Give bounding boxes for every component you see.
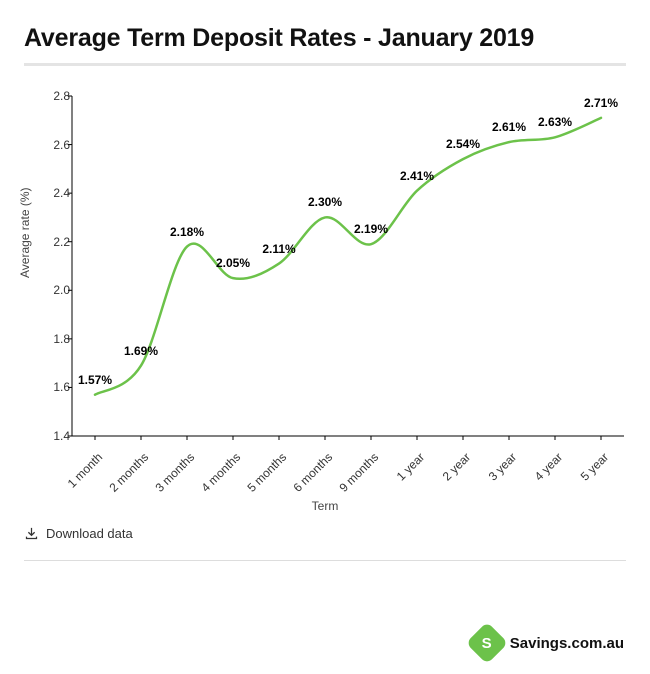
download-label: Download data bbox=[46, 526, 133, 541]
data-label: 2.54% bbox=[446, 137, 480, 151]
y-tick: 1.4 bbox=[53, 429, 70, 443]
brand-area: S Savings.com.au bbox=[472, 628, 624, 658]
data-label: 2.19% bbox=[354, 222, 388, 236]
brand-badge: S bbox=[466, 622, 508, 664]
x-tick: 2 year bbox=[439, 450, 472, 483]
x-tick: 3 months bbox=[152, 450, 197, 495]
data-label: 2.18% bbox=[170, 225, 204, 239]
x-axis-label: Term bbox=[24, 499, 626, 513]
x-tick: 4 year bbox=[531, 450, 564, 483]
data-label: 2.30% bbox=[308, 195, 342, 209]
data-label: 2.71% bbox=[584, 96, 618, 110]
divider-top bbox=[24, 63, 626, 66]
x-tick: 3 year bbox=[485, 450, 518, 483]
chart-container: Average rate (%) 1.41.61.82.02.22.42.62.… bbox=[24, 78, 626, 508]
data-label: 2.61% bbox=[492, 120, 526, 134]
y-tick: 1.6 bbox=[53, 380, 70, 394]
x-tick: 1 month bbox=[64, 450, 105, 491]
y-tick: 1.8 bbox=[53, 332, 70, 346]
y-tick: 2.4 bbox=[53, 186, 70, 200]
x-tick: 5 year bbox=[577, 450, 610, 483]
x-ticks: 1 month2 months3 months4 months5 months6… bbox=[72, 444, 624, 500]
x-tick: 6 months bbox=[290, 450, 335, 495]
data-label: 2.05% bbox=[216, 256, 250, 270]
x-tick: 1 year bbox=[393, 450, 426, 483]
download-data-button[interactable]: Download data bbox=[24, 526, 133, 541]
x-tick: 5 months bbox=[244, 450, 289, 495]
plot-area: 1.41.61.82.02.22.42.62.8 1.57%1.69%2.18%… bbox=[72, 96, 624, 436]
y-ticks: 1.41.61.82.02.22.42.62.8 bbox=[40, 96, 70, 436]
x-tick: 2 months bbox=[106, 450, 151, 495]
y-axis-label: Average rate (%) bbox=[18, 188, 32, 279]
brand-text: Savings.com.au bbox=[510, 635, 624, 652]
page-title: Average Term Deposit Rates - January 201… bbox=[24, 24, 626, 53]
y-tick: 2.0 bbox=[53, 283, 70, 297]
data-label: 2.11% bbox=[262, 242, 295, 256]
data-label: 2.63% bbox=[538, 115, 572, 129]
x-tick: 9 months bbox=[336, 450, 381, 495]
y-tick: 2.2 bbox=[53, 235, 70, 249]
x-tick: 4 months bbox=[198, 450, 243, 495]
divider-bottom bbox=[24, 560, 626, 561]
y-tick: 2.6 bbox=[53, 138, 70, 152]
download-icon bbox=[24, 526, 39, 541]
data-label: 1.57% bbox=[78, 373, 112, 387]
y-tick: 2.8 bbox=[53, 89, 70, 103]
data-label: 1.69% bbox=[124, 344, 158, 358]
line-svg bbox=[72, 96, 624, 436]
brand-badge-letter: S bbox=[482, 634, 492, 651]
data-label: 2.41% bbox=[400, 169, 434, 183]
